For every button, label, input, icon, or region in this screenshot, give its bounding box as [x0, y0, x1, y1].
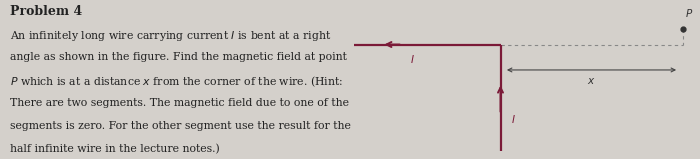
Text: There are two segments. The magnetic field due to one of the: There are two segments. The magnetic fie…	[10, 98, 349, 108]
Text: half infinite wire in the lecture notes.): half infinite wire in the lecture notes.…	[10, 144, 220, 154]
Text: Problem 4: Problem 4	[10, 5, 83, 18]
Text: $P$: $P$	[685, 7, 693, 19]
Text: $I$: $I$	[410, 53, 414, 65]
Text: segments is zero. For the other segment use the result for the: segments is zero. For the other segment …	[10, 121, 351, 131]
Text: $I$: $I$	[511, 113, 516, 125]
Text: angle as shown in the figure. Find the magnetic field at point: angle as shown in the figure. Find the m…	[10, 52, 347, 62]
Text: An infinitely long wire carrying current $I$ is bent at a right: An infinitely long wire carrying current…	[10, 29, 332, 43]
Text: $x$: $x$	[587, 76, 596, 86]
Text: $P$ which is at a distance $x$ from the corner of the wire. (Hint:: $P$ which is at a distance $x$ from the …	[10, 75, 344, 89]
